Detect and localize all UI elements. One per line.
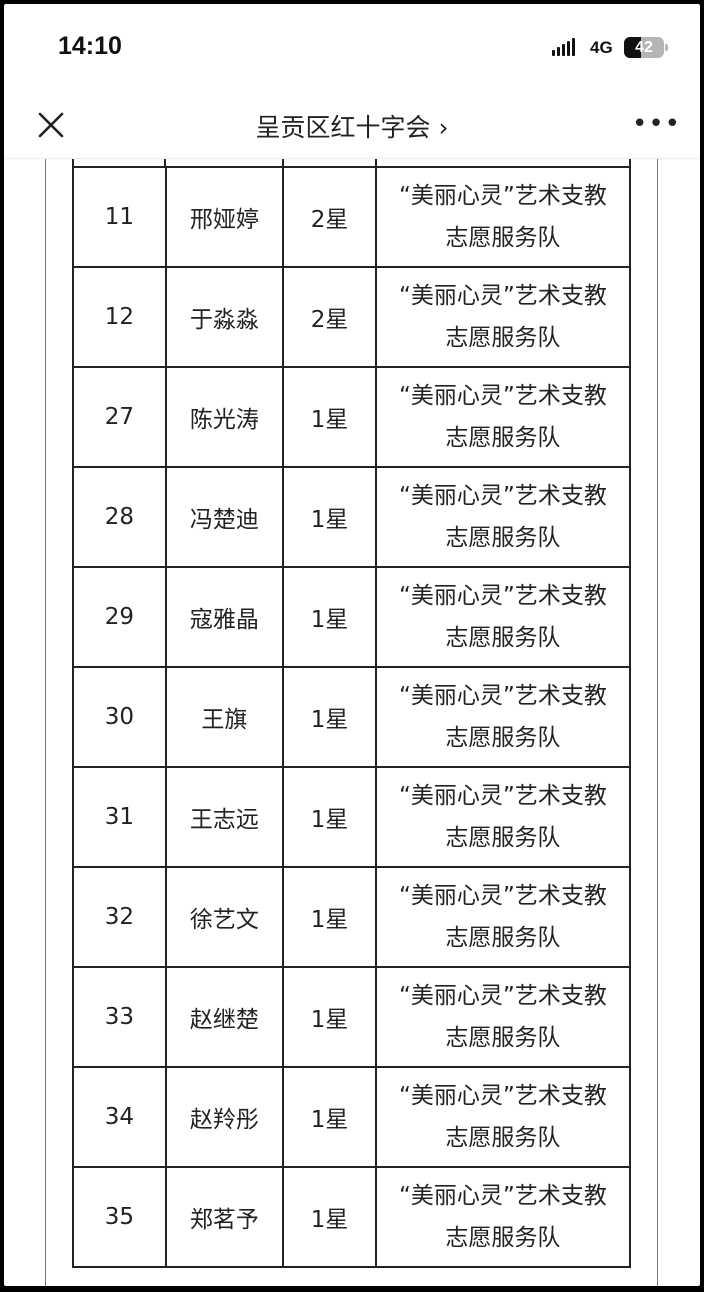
cell-level: 1星 xyxy=(282,1166,377,1268)
cell-team: “美丽心灵”艺术支教志愿服务队 xyxy=(374,966,632,1068)
volunteer-table: 11 邢娅婷 2星 “美丽心灵”艺术支教志愿服务队 12 于淼淼 2星 “美丽心灵”艺术支教志… xyxy=(72,166,632,1268)
table-row: 27 陈光涛 1星 “美丽心灵”艺术支教志愿服务队 xyxy=(72,366,632,468)
table-row: 33 赵继楚 1星 “美丽心灵”艺术支教志愿服务队 xyxy=(72,966,632,1068)
battery-level: 42 xyxy=(635,39,653,56)
table-top-stub xyxy=(72,159,631,167)
cell-name: 王旗 xyxy=(164,666,285,768)
cell-number: 28 xyxy=(72,466,167,568)
table-row: 34 赵羚彤 1星 “美丽心灵”艺术支教志愿服务队 xyxy=(72,1066,632,1168)
cell-level: 1星 xyxy=(282,866,377,968)
cell-level: 2星 xyxy=(282,166,377,268)
cell-number: 31 xyxy=(72,766,167,868)
cell-team: “美丽心灵”艺术支教志愿服务队 xyxy=(374,666,632,768)
nav-bar: 呈贡区红十字会 › ••• xyxy=(4,94,700,159)
cell-number: 12 xyxy=(72,266,167,368)
cell-level: 1星 xyxy=(282,366,377,468)
cell-name: 陈光涛 xyxy=(164,366,285,468)
left-border-line xyxy=(45,159,46,1286)
cell-level: 1星 xyxy=(282,966,377,1068)
cell-name: 赵羚彤 xyxy=(164,1066,285,1168)
cell-number: 30 xyxy=(72,666,167,768)
cell-number: 29 xyxy=(72,566,167,668)
cell-name: 于淼淼 xyxy=(164,266,285,368)
cell-number: 35 xyxy=(72,1166,167,1268)
cell-number: 11 xyxy=(72,166,167,268)
cell-team: “美丽心灵”艺术支教志愿服务队 xyxy=(374,466,632,568)
cell-level: 2星 xyxy=(282,266,377,368)
right-border-line xyxy=(657,159,658,1286)
table-row: 30 王旗 1星 “美丽心灵”艺术支教志愿服务队 xyxy=(72,666,632,768)
cell-number: 32 xyxy=(72,866,167,968)
cell-team: “美丽心灵”艺术支教志愿服务队 xyxy=(374,566,632,668)
table-row: 31 王志远 1星 “美丽心灵”艺术支教志愿服务队 xyxy=(72,766,632,868)
close-icon[interactable] xyxy=(36,110,66,140)
status-time: 14:10 xyxy=(58,32,122,60)
cell-level: 1星 xyxy=(282,766,377,868)
cell-team: “美丽心灵”艺术支教志愿服务队 xyxy=(374,1166,632,1268)
cell-team: “美丽心灵”艺术支教志愿服务队 xyxy=(374,1066,632,1168)
article-content: 11 邢娅婷 2星 “美丽心灵”艺术支教志愿服务队 12 于淼淼 2星 “美丽心灵”艺术支教志… xyxy=(4,159,700,1286)
cell-team: “美丽心灵”艺术支教志愿服务队 xyxy=(374,166,632,268)
cell-name: 赵继楚 xyxy=(164,966,285,1068)
cell-number: 27 xyxy=(72,366,167,468)
cell-level: 1星 xyxy=(282,666,377,768)
table-row: 29 寇雅晶 1星 “美丽心灵”艺术支教志愿服务队 xyxy=(72,566,632,668)
page-title[interactable]: 呈贡区红十字会 › xyxy=(255,113,449,142)
battery-icon: 42 xyxy=(624,37,664,58)
cell-level: 1星 xyxy=(282,466,377,568)
phone-screen: 14:10 4G 42 呈贡区红十字会 › ••• 11 邢娅婷 2星 “美丽心灵”艺… xyxy=(4,4,700,1286)
status-bar: 14:10 4G 42 xyxy=(4,4,700,94)
cell-name: 王志远 xyxy=(164,766,285,868)
cell-level: 1星 xyxy=(282,566,377,668)
network-type: 4G xyxy=(590,38,613,57)
table-row: 32 徐艺文 1星 “美丽心灵”艺术支教志愿服务队 xyxy=(72,866,632,968)
cell-team: “美丽心灵”艺术支教志愿服务队 xyxy=(374,866,632,968)
cell-level: 1星 xyxy=(282,1066,377,1168)
cell-name: 寇雅晶 xyxy=(164,566,285,668)
cell-number: 34 xyxy=(72,1066,167,1168)
cell-number: 33 xyxy=(72,966,167,1068)
table-row: 35 郑茗予 1星 “美丽心灵”艺术支教志愿服务队 xyxy=(72,1166,632,1268)
cell-name: 郑茗予 xyxy=(164,1166,285,1268)
cell-name: 徐艺文 xyxy=(164,866,285,968)
cell-name: 冯楚迪 xyxy=(164,466,285,568)
battery-nub xyxy=(665,44,668,51)
cell-name: 邢娅婷 xyxy=(164,166,285,268)
cell-team: “美丽心灵”艺术支教志愿服务队 xyxy=(374,366,632,468)
table-row: 28 冯楚迪 1星 “美丽心灵”艺术支教志愿服务队 xyxy=(72,466,632,568)
cell-team: “美丽心灵”艺术支教志愿服务队 xyxy=(374,266,632,368)
table-row: 11 邢娅婷 2星 “美丽心灵”艺术支教志愿服务队 xyxy=(72,166,632,268)
cell-team: “美丽心灵”艺术支教志愿服务队 xyxy=(374,766,632,868)
signal-icon xyxy=(552,38,575,56)
table-row: 12 于淼淼 2星 “美丽心灵”艺术支教志愿服务队 xyxy=(72,266,632,368)
more-icon[interactable]: ••• xyxy=(632,109,682,139)
